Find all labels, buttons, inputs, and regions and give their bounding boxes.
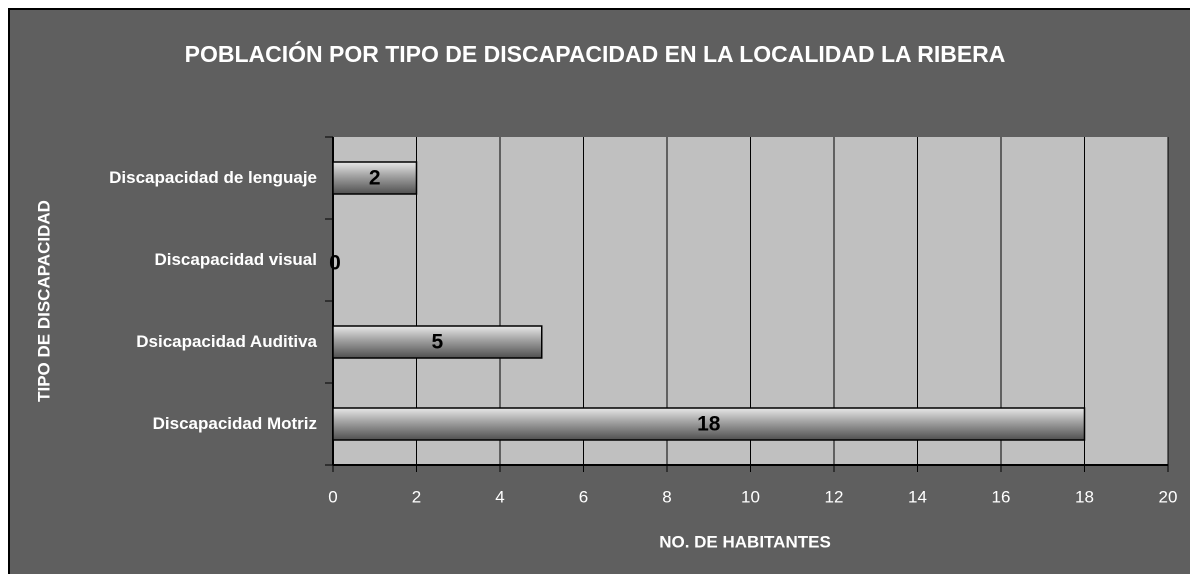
x-tick-label: 8 xyxy=(662,487,671,506)
chart-title: POBLACIÓN POR TIPO DE DISCAPACIDAD EN LA… xyxy=(184,41,1006,67)
x-tick-label: 10 xyxy=(741,487,760,506)
data-label: 18 xyxy=(697,413,721,436)
y-tick-label: Discapacidad Motriz xyxy=(152,414,317,433)
x-tick-label: 20 xyxy=(1159,487,1178,506)
x-tick-label: 14 xyxy=(908,487,927,506)
x-tick-label: 12 xyxy=(825,487,844,506)
x-tick-label: 18 xyxy=(1075,487,1094,506)
y-tick-label: Discapacidad de lenguaje xyxy=(109,168,317,187)
x-axis-title: NO. DE HABITANTES xyxy=(659,532,831,551)
bar xyxy=(332,161,418,195)
x-tick-label: 16 xyxy=(992,487,1011,506)
data-label: 0 xyxy=(329,252,341,275)
y-tick-label: Discapacidad visual xyxy=(154,250,317,269)
data-label: 5 xyxy=(432,331,444,354)
x-tick-label: 4 xyxy=(495,487,504,506)
y-axis-title: TIPO DE DISCAPACIDAD xyxy=(34,200,53,402)
bar xyxy=(332,325,543,359)
bar xyxy=(332,407,1086,441)
x-tick-label: 2 xyxy=(412,487,421,506)
x-tick-label: 0 xyxy=(328,487,337,506)
x-tick-label: 6 xyxy=(579,487,588,506)
y-tick-label: Dsicapacidad Auditiva xyxy=(136,332,317,351)
data-label: 2 xyxy=(369,167,381,190)
